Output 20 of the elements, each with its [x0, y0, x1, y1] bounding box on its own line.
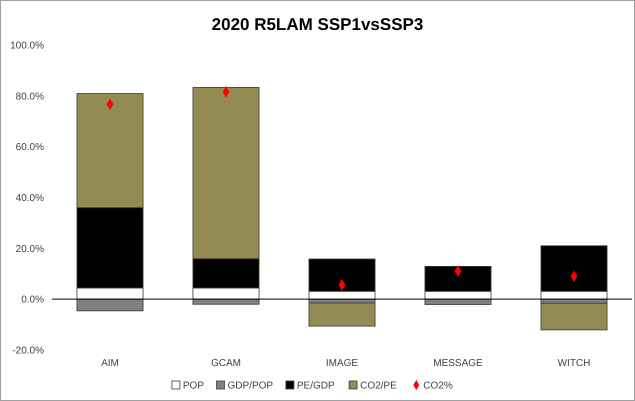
- bar: [308, 302, 376, 327]
- legend-label: POP: [182, 380, 204, 392]
- y-tick-label: 40.0%: [16, 193, 44, 204]
- legend-label: CO2%: [423, 380, 453, 392]
- y-tick-label: 80.0%: [16, 91, 44, 102]
- x-tick-label: IMAGE: [326, 358, 358, 369]
- legend-label: CO2/PE: [360, 380, 398, 392]
- x-tick-label: AIM: [101, 358, 119, 369]
- y-tick-label: -20.0%: [12, 346, 44, 356]
- legend-label: PE/GDP: [296, 380, 336, 392]
- x-tick-label: GCAM: [211, 358, 241, 369]
- y-tick-label: 60.0%: [16, 142, 44, 154]
- x-tick-label: MESSAGE: [433, 358, 484, 369]
- y-tick-label: 0.0%: [21, 294, 44, 306]
- x-tick-label: WITCH: [558, 358, 590, 369]
- chart-title: 2020 R5LAM SSP1vsSSP3: [212, 15, 424, 34]
- bar: [540, 302, 608, 330]
- y-tick-label: 20.0%: [16, 244, 44, 255]
- y-tick-label: 100.0%: [10, 40, 44, 52]
- legend-label: GDP/POP: [228, 380, 274, 392]
